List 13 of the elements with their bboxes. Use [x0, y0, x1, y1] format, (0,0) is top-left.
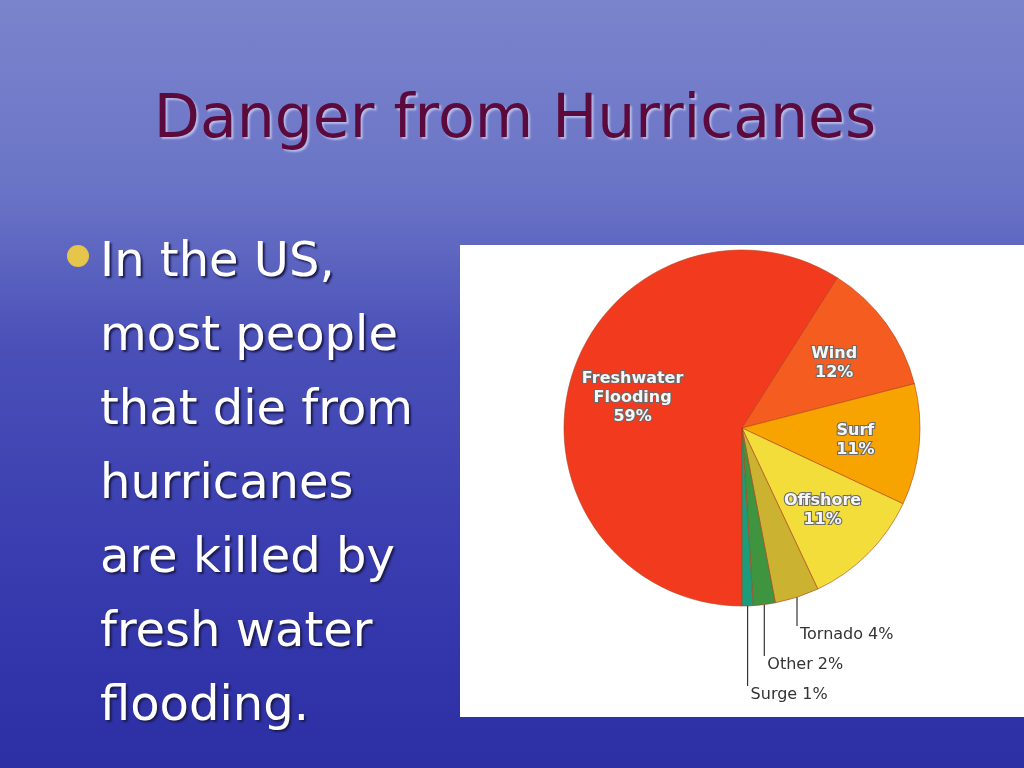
chart-title: Danger from Hurricanes — [153, 81, 877, 151]
slice-label: Other 2% — [767, 654, 844, 673]
slice-label: Freshwater Flooding — [581, 368, 684, 407]
slice-label: Surge 1% — [750, 684, 828, 703]
text: In the US, most people that die from hurricanes are killed by fresh water flooding. — [100, 230, 415, 733]
slice-label: Tornado 4% — [799, 624, 894, 643]
data-label: 11% — [836, 439, 875, 459]
slice-label: Wind — [811, 342, 858, 362]
slice-label: Surf — [836, 420, 876, 440]
data-label: 12% — [815, 361, 854, 381]
slice-label: Offshore — [783, 490, 862, 510]
data-label: 11% — [803, 509, 842, 529]
data-label: 59% — [613, 406, 652, 426]
